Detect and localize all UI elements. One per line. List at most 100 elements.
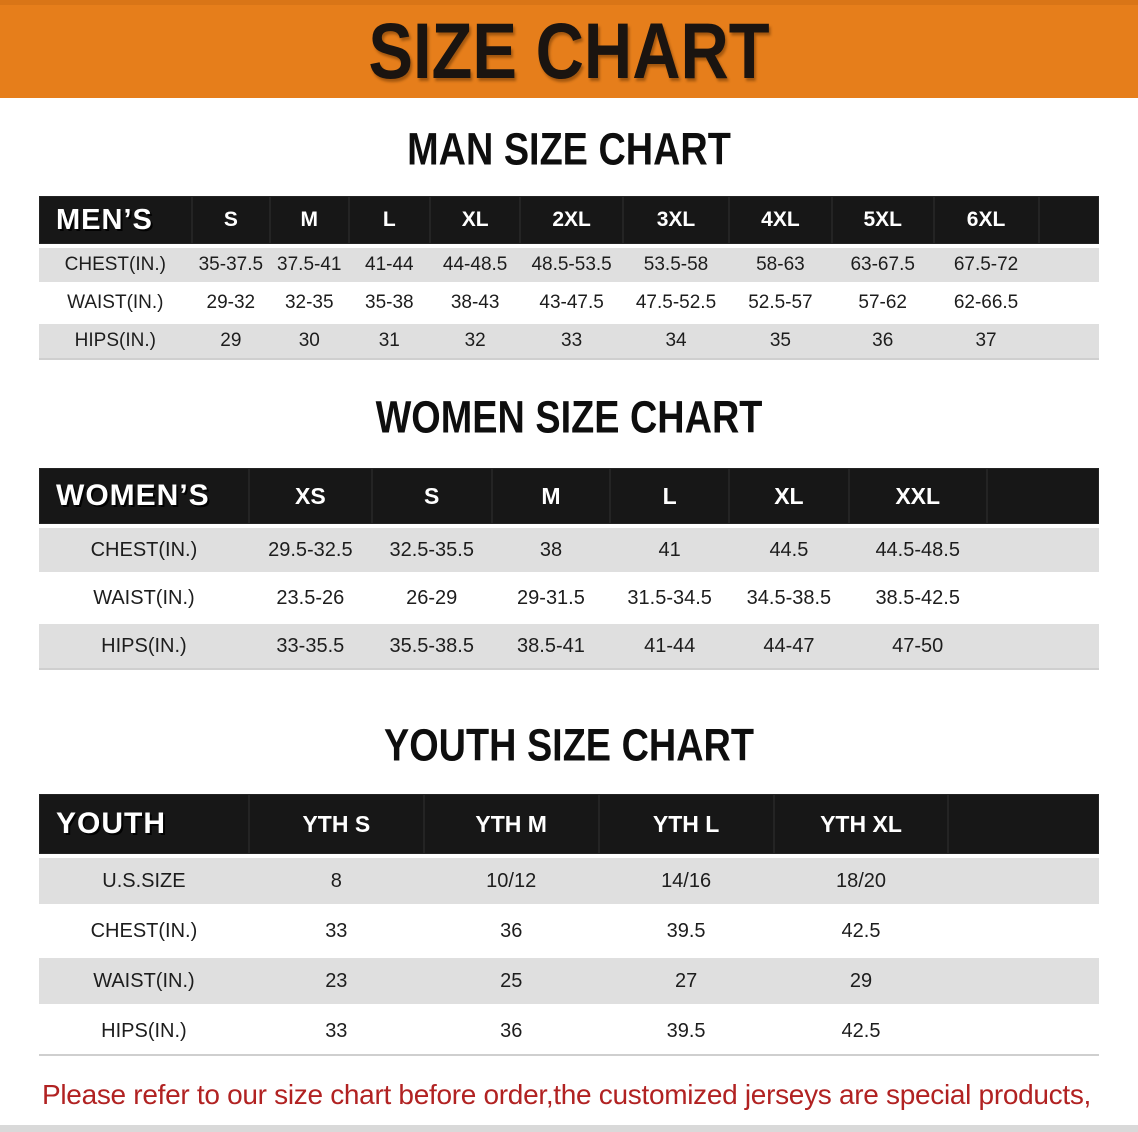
row-spacer xyxy=(1038,244,1099,284)
men-corner-label: MEN’S xyxy=(39,196,192,246)
size-column-header: YTH S xyxy=(248,794,424,856)
size-value-cell: 34.5-38.5 xyxy=(729,572,849,622)
table-header-row: WOMEN’S XS S M L XL XXL xyxy=(39,468,1099,526)
size-value-cell: 31 xyxy=(348,320,431,359)
row-label: WAIST(IN.) xyxy=(39,954,249,1006)
size-value-cell: 32-35 xyxy=(270,282,349,322)
table-row: HIPS(IN.) 33 36 39.5 42.5 xyxy=(39,1004,1099,1055)
size-column-header: YTH XL xyxy=(773,794,949,856)
size-value-cell: 36 xyxy=(831,320,934,359)
table-row: WAIST(IN.) 29-32 32-35 35-38 38-43 43-47.5 47.… xyxy=(39,282,1099,322)
header-spacer xyxy=(986,468,1099,526)
size-column-header: XXL xyxy=(848,468,987,526)
size-value-cell: 38.5-42.5 xyxy=(848,572,987,622)
women-size-table: WOMEN’S XS S M L XL XXL CHEST(IN.) 29.5-32.5 32.5… xyxy=(39,468,1099,670)
size-value-cell: 33 xyxy=(520,320,624,359)
size-value-cell: 29-31.5 xyxy=(491,572,611,622)
size-value-cell: 38 xyxy=(491,524,611,574)
size-value-cell: 38.5-41 xyxy=(491,620,611,669)
table-row: HIPS(IN.) 29 30 31 32 33 34 35 36 37 xyxy=(39,320,1099,359)
row-label: HIPS(IN.) xyxy=(39,620,249,669)
youth-size-table: YOUTH YTH S YTH M YTH L YTH XL U.S.SIZE 8 10/12… xyxy=(39,794,1099,1056)
row-label: WAIST(IN.) xyxy=(39,282,192,322)
size-column-header: YTH M xyxy=(423,794,599,856)
size-value-cell: 47-50 xyxy=(848,620,987,669)
size-value-cell: 35-37.5 xyxy=(191,244,271,284)
table-header-row: MEN’S S M L XL 2XL 3XL 4XL 5XL 6XL xyxy=(39,196,1099,246)
row-spacer xyxy=(948,854,1099,906)
header-spacer xyxy=(1038,196,1099,246)
size-value-cell: 33 xyxy=(248,904,424,956)
size-column-header: S xyxy=(371,468,492,526)
size-value-cell: 39.5 xyxy=(598,1004,774,1055)
women-section-heading: WOMEN SIZE CHART xyxy=(375,392,763,443)
row-label: U.S.SIZE xyxy=(39,854,249,906)
bottom-strip xyxy=(0,1125,1138,1132)
size-column-header: L xyxy=(610,468,730,526)
table-row: WAIST(IN.) 23 25 27 29 xyxy=(39,954,1099,1006)
size-column-header: 3XL xyxy=(623,196,730,246)
size-value-cell: 57-62 xyxy=(831,282,934,322)
row-label: CHEST(IN.) xyxy=(39,904,249,956)
table-row: WAIST(IN.) 23.5-26 26-29 29-31.5 31.5-34.5 34… xyxy=(39,572,1099,622)
size-value-cell: 44.5 xyxy=(729,524,849,574)
size-value-cell: 35-38 xyxy=(348,282,431,322)
size-column-header: XL xyxy=(729,468,849,526)
size-value-cell: 37.5-41 xyxy=(270,244,349,284)
row-spacer xyxy=(948,904,1099,956)
youth-section: YOUTH SIZE CHART YOUTH YTH S YTH M YTH L YTH… xyxy=(0,721,1138,1056)
size-column-header: 6XL xyxy=(933,196,1039,246)
size-chart-banner: SIZE CHART xyxy=(0,0,1138,98)
size-column-header: YTH L xyxy=(598,794,774,856)
row-label: WAIST(IN.) xyxy=(39,572,249,622)
table-row: CHEST(IN.) 35-37.5 37.5-41 41-44 44-48.5 48.5… xyxy=(39,244,1099,284)
size-value-cell: 62-66.5 xyxy=(933,282,1039,322)
size-column-header: 2XL xyxy=(520,196,624,246)
row-spacer xyxy=(1038,282,1099,322)
order-policy-line-1: Please refer to our size chart before or… xyxy=(42,1079,1092,1110)
women-section: WOMEN SIZE CHART WOMEN’S XS S M L XL XXL CHEST(… xyxy=(0,392,1138,670)
size-value-cell: 34 xyxy=(623,320,730,359)
size-value-cell: 27 xyxy=(598,954,774,1006)
size-value-cell: 33 xyxy=(248,1004,424,1055)
size-value-cell: 52.5-57 xyxy=(729,282,832,322)
size-value-cell: 31.5-34.5 xyxy=(610,572,730,622)
size-value-cell: 8 xyxy=(248,854,424,906)
table-header-row: YOUTH YTH S YTH M YTH L YTH XL xyxy=(39,794,1099,856)
size-value-cell: 33-35.5 xyxy=(248,620,372,669)
size-value-cell: 44-47 xyxy=(729,620,849,669)
banner-title: SIZE CHART xyxy=(368,7,770,96)
size-column-header: 4XL xyxy=(729,196,832,246)
size-value-cell: 44-48.5 xyxy=(430,244,521,284)
size-value-cell: 35.5-38.5 xyxy=(371,620,492,669)
men-section: MAN SIZE CHART MEN’S S M L XL 2XL 3XL 4XL 5XL 6XL… xyxy=(0,124,1138,360)
row-spacer xyxy=(1038,320,1099,359)
size-column-header: M xyxy=(270,196,349,246)
size-value-cell: 32.5-35.5 xyxy=(371,524,492,574)
size-column-header: XL xyxy=(430,196,521,246)
row-spacer xyxy=(986,620,1099,669)
row-label: CHEST(IN.) xyxy=(39,244,192,284)
size-value-cell: 41-44 xyxy=(348,244,431,284)
size-value-cell: 36 xyxy=(423,1004,599,1055)
size-value-cell: 63-67.5 xyxy=(831,244,934,284)
size-value-cell: 48.5-53.5 xyxy=(520,244,624,284)
size-value-cell: 39.5 xyxy=(598,904,774,956)
size-value-cell: 14/16 xyxy=(598,854,774,906)
size-value-cell: 42.5 xyxy=(773,1004,949,1055)
size-value-cell: 23 xyxy=(248,954,424,1006)
size-value-cell: 26-29 xyxy=(371,572,492,622)
table-row: CHEST(IN.) 29.5-32.5 32.5-35.5 38 41 44.5 44.5… xyxy=(39,524,1099,574)
table-row: U.S.SIZE 8 10/12 14/16 18/20 xyxy=(39,854,1099,906)
size-value-cell: 58-63 xyxy=(729,244,832,284)
men-section-heading: MAN SIZE CHART xyxy=(407,124,731,175)
table-row: CHEST(IN.) 33 36 39.5 42.5 xyxy=(39,904,1099,956)
size-value-cell: 42.5 xyxy=(773,904,949,956)
header-spacer xyxy=(948,794,1099,856)
size-value-cell: 36 xyxy=(423,904,599,956)
row-label: HIPS(IN.) xyxy=(39,320,192,359)
size-value-cell: 25 xyxy=(423,954,599,1006)
size-value-cell: 41-44 xyxy=(610,620,730,669)
size-value-cell: 29 xyxy=(773,954,949,1006)
size-value-cell: 67.5-72 xyxy=(933,244,1039,284)
